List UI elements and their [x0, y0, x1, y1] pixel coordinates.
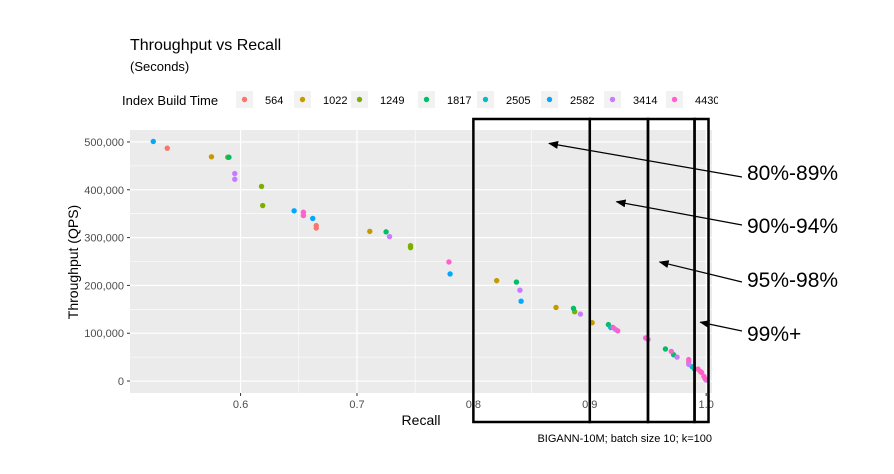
data-point [662, 346, 669, 352]
data-point [226, 154, 232, 160]
data-point [446, 259, 452, 265]
data-point [300, 212, 307, 219]
data-point [313, 225, 319, 231]
band-label: 90%-94% [747, 215, 838, 238]
legend-swatch [482, 96, 489, 103]
y-axis-title: Throughput (QPS) [65, 205, 81, 319]
data-point [517, 287, 523, 293]
data-point [615, 328, 621, 334]
data-point [407, 244, 414, 251]
band-arrow [658, 260, 743, 283]
data-point [232, 170, 238, 177]
legend-label: 4430 [695, 95, 719, 107]
y-tick-label: 100,000 [84, 328, 124, 340]
recall-band-box [693, 117, 710, 424]
data-point [577, 311, 584, 317]
legend-label: 3414 [633, 95, 657, 107]
data-point [493, 277, 500, 284]
data-point [310, 215, 316, 222]
data-point [164, 145, 170, 151]
legend-swatch [299, 96, 306, 103]
data-point [513, 279, 520, 285]
data-point [386, 233, 393, 240]
data-point [518, 298, 524, 304]
data-point [208, 154, 215, 160]
recall-bands: 80%-89% 90%-94% 95%-98% 99%+ [472, 117, 838, 424]
data-point [150, 138, 156, 145]
x-axis-title: Recall [402, 412, 441, 428]
band-label: 80%-89% [747, 162, 838, 185]
legend-title: Index Build Time [122, 93, 218, 108]
data-point [232, 176, 238, 182]
band-arrow [699, 320, 743, 332]
band-arrow [615, 199, 743, 226]
legend-swatch [241, 96, 248, 103]
data-point [695, 366, 701, 372]
data-point [668, 348, 674, 355]
y-tick-label: 200,000 [84, 280, 124, 292]
legend-label: 564 [265, 95, 283, 107]
data-point [291, 208, 297, 214]
legend-swatch [609, 96, 616, 103]
data-point [383, 229, 389, 235]
data-point [367, 228, 373, 235]
band-arrow [548, 140, 743, 178]
x-tick-label: 0.6 [233, 399, 248, 411]
legend-label: 2582 [570, 95, 594, 107]
x-axis: 0.6 0.7 0.8 0.9 1.0 [233, 393, 714, 411]
data-point [570, 305, 577, 312]
legend-swatch [423, 96, 430, 103]
band-label: 99%+ [747, 323, 801, 346]
legend-swatch [671, 96, 678, 103]
data-points [150, 138, 709, 383]
data-point [447, 271, 453, 277]
chart-title: Throughput vs Recall [130, 37, 281, 54]
data-point [686, 361, 692, 368]
band-label: 95%-98% [747, 269, 838, 292]
legend-label: 1817 [447, 95, 471, 107]
legend-label: 1249 [380, 95, 404, 107]
data-point [702, 375, 708, 382]
data-point [259, 202, 266, 209]
data-point [610, 324, 616, 331]
data-point [686, 356, 692, 363]
y-tick-label: 500,000 [84, 137, 124, 149]
data-point [674, 354, 680, 360]
x-tick-label: 1.0 [699, 399, 714, 411]
legend-swatch [356, 96, 363, 103]
legend: 564 1022 1249 1817 2505 2582 3414 4430 [236, 91, 719, 108]
x-tick-label: 0.7 [349, 399, 364, 411]
data-point [553, 304, 559, 311]
legend-label: 2505 [506, 95, 530, 107]
data-point [258, 183, 265, 190]
y-tick-label: 300,000 [84, 233, 124, 245]
y-tick-label: 0 [118, 376, 124, 388]
chart-subtitle: (Seconds) [130, 59, 189, 74]
y-tick-label: 400,000 [84, 185, 124, 197]
y-axis: 0 100,000 200,000 300,000 400,000 500,000 [84, 137, 130, 388]
legend-label: 1022 [323, 95, 347, 107]
chart-caption: BIGANN-10M; batch size 10; k=100 [537, 433, 712, 445]
legend-swatch [546, 96, 553, 103]
